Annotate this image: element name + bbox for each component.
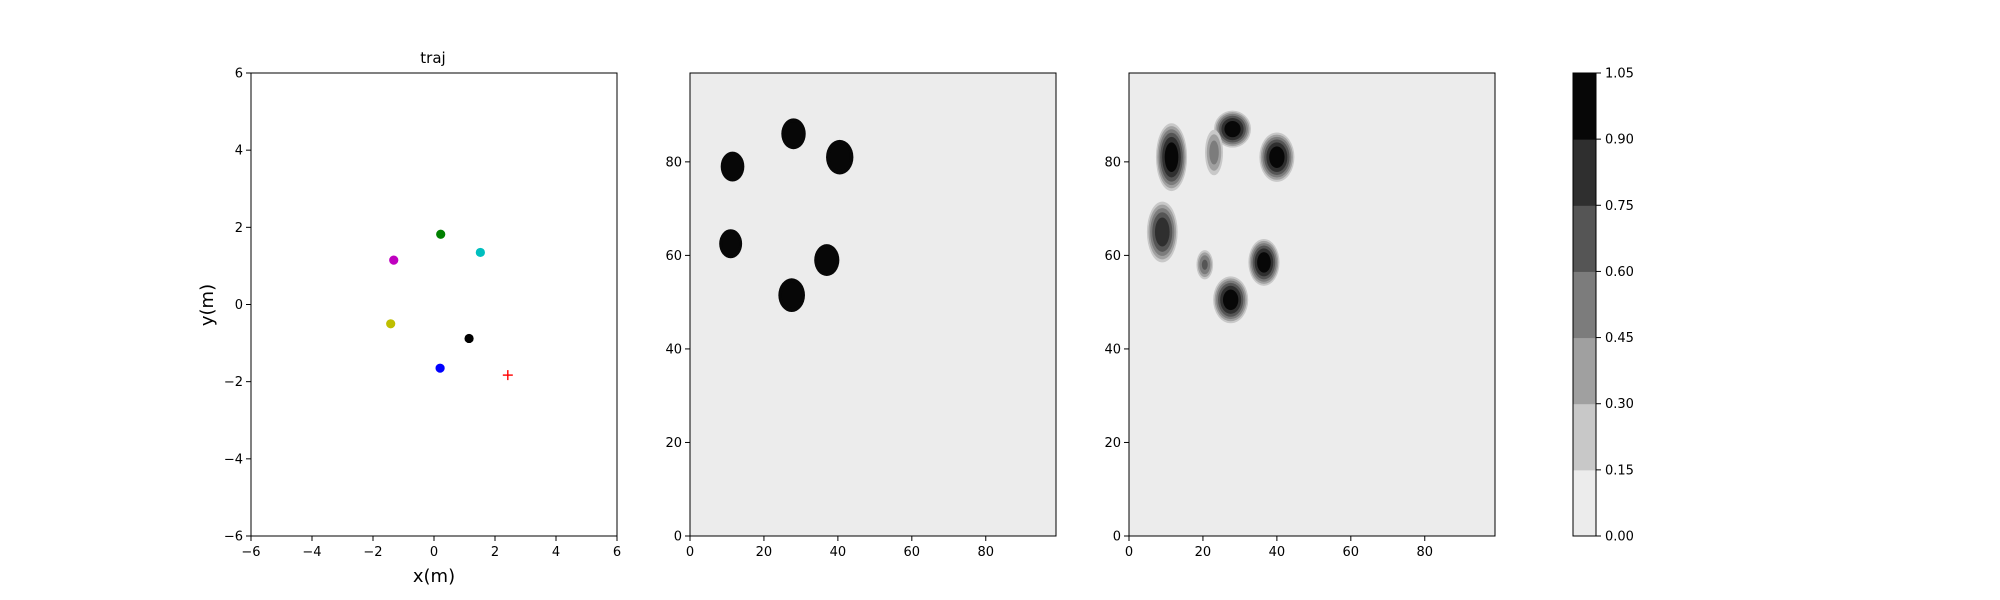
colorbar-tick-label: 0.45 [1605, 331, 1634, 346]
colorbar-band [1573, 73, 1596, 140]
density-blob [1146, 201, 1178, 263]
plot-area [1129, 73, 1495, 536]
colorbar-tick-label: 0.90 [1605, 133, 1634, 148]
y-tick-label: −2 [224, 375, 243, 390]
x-tick-label: 0 [1125, 545, 1133, 560]
x-tick-label: 40 [830, 545, 847, 560]
y-tick-label: 80 [1104, 155, 1121, 170]
agent-point [389, 255, 399, 265]
x-tick-label: −2 [363, 545, 382, 560]
colorbar-band [1573, 469, 1596, 537]
density-blob [781, 118, 806, 150]
x-tick-label: −6 [241, 545, 260, 560]
colorbar-band [1573, 271, 1596, 339]
x-tick-label: 80 [1416, 545, 1433, 560]
x-tick-label: 2 [491, 545, 499, 560]
x-tick-label: 4 [552, 545, 560, 560]
x-tick-label: 80 [977, 545, 994, 560]
density-blob [1196, 250, 1214, 280]
colorbar-tick-label: 0.00 [1605, 530, 1634, 545]
colorbar-tick-label: 0.30 [1605, 397, 1634, 412]
colorbar-band [1573, 403, 1596, 471]
y-tick-label: −6 [224, 530, 243, 545]
y-tick-label: 40 [1104, 342, 1121, 357]
density-blob [1205, 129, 1224, 176]
x-tick-label: 40 [1269, 545, 1286, 560]
y-tick-label: 0 [235, 298, 243, 313]
y-tick-label: 40 [665, 342, 682, 357]
y-tick-label: 20 [665, 436, 682, 451]
x-tick-label: −4 [302, 545, 321, 560]
colorbar-tick-label: 0.15 [1605, 463, 1634, 478]
density-blob [719, 229, 743, 259]
x-tick-label: 0 [686, 545, 694, 560]
colorbar-tick-label: 0.60 [1605, 265, 1634, 280]
agent-point [464, 333, 474, 344]
y-tick-label: 2 [235, 221, 243, 236]
colorbar-band [1573, 337, 1596, 405]
colorbar: 0.00 0.15 0.30 0.45 0.60 0.75 0.90 1.05 [1572, 67, 1634, 545]
density-blob [814, 244, 840, 276]
density-blob [1259, 132, 1295, 182]
x-tick-label: 0 [430, 545, 438, 560]
x-tick-label: 60 [1343, 545, 1360, 560]
x-tick-label: 60 [904, 545, 921, 560]
heatmap-panel-1: 0 20 40 60 80 0 20 40 60 80 [665, 72, 1057, 560]
agent-point [475, 247, 485, 258]
plot-area [690, 73, 1056, 536]
density-blob [720, 151, 745, 182]
agent-point [435, 363, 445, 373]
density-blob [778, 278, 805, 312]
panel-title: traj [420, 49, 445, 67]
plot-area [250, 72, 618, 537]
density-blob [1155, 123, 1188, 192]
traj-panel: traj −6 −4 −2 0 2 4 6 −6 −4 −2 0 2 4 6 x(m) y(m) [197, 49, 621, 587]
colorbar-tick-label: 0.75 [1605, 199, 1634, 214]
colorbar-tick-label: 1.05 [1605, 67, 1634, 82]
y-axis-label: y(m) [197, 284, 218, 326]
heatmap-panel-2: 0 20 40 60 80 0 20 40 60 80 [1104, 72, 1496, 560]
y-tick-label: 60 [665, 249, 682, 264]
density-blob [826, 139, 854, 175]
agent-point [436, 229, 446, 239]
x-tick-label: 6 [613, 545, 621, 560]
density-blob [1248, 238, 1280, 286]
y-tick-label: 80 [665, 155, 682, 170]
y-tick-label: 4 [235, 144, 243, 159]
x-tick-label: 20 [756, 545, 773, 560]
colorbar-band [1573, 205, 1596, 272]
density-blob [1213, 276, 1249, 324]
x-tick-label: 20 [1195, 545, 1212, 560]
colorbar-band [1573, 139, 1596, 206]
density-blob [1214, 110, 1252, 148]
y-tick-label: −4 [224, 452, 243, 467]
y-tick-label: 0 [1113, 530, 1121, 545]
x-axis-label: x(m) [413, 566, 455, 587]
agent-point [386, 319, 396, 329]
y-tick-label: 60 [1104, 249, 1121, 264]
y-tick-label: 20 [1104, 436, 1121, 451]
y-tick-label: 6 [235, 67, 243, 82]
goal-marker [502, 370, 513, 381]
y-tick-label: 0 [674, 530, 682, 545]
